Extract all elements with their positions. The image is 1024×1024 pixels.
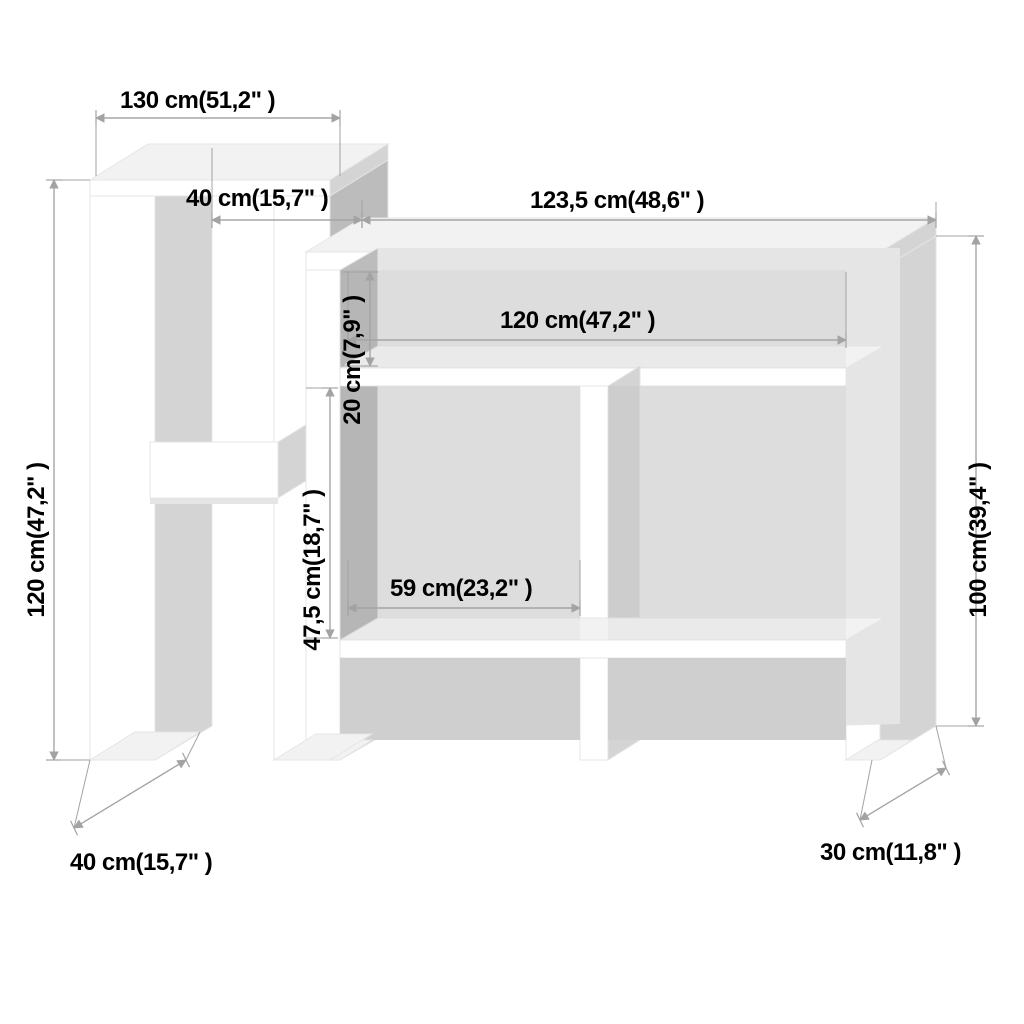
dim-shelf_gap: 20 cm(7,9" )	[339, 295, 366, 424]
dim-front_top_w: 123,5 cm(48,6" )	[530, 187, 704, 214]
dim-left_h: 120 cm(47,2" )	[23, 462, 50, 617]
dim-top_depth: 130 cm(51,2" )	[120, 87, 275, 114]
dim-right_depth: 30 cm(11,8" )	[820, 839, 961, 866]
dim-back_top_w: 40 cm(15,7" )	[186, 185, 328, 212]
dim-inner_h: 47,5 cm(18,7" )	[299, 489, 326, 650]
dim-right_h: 100 cm(39,4" )	[965, 462, 992, 617]
dim-left_depth: 40 cm(15,7" )	[70, 849, 212, 876]
dim-inner_w: 120 cm(47,2" )	[500, 307, 655, 334]
dim-half_w: 59 cm(23,2" )	[390, 575, 532, 602]
furniture	[90, 144, 936, 760]
